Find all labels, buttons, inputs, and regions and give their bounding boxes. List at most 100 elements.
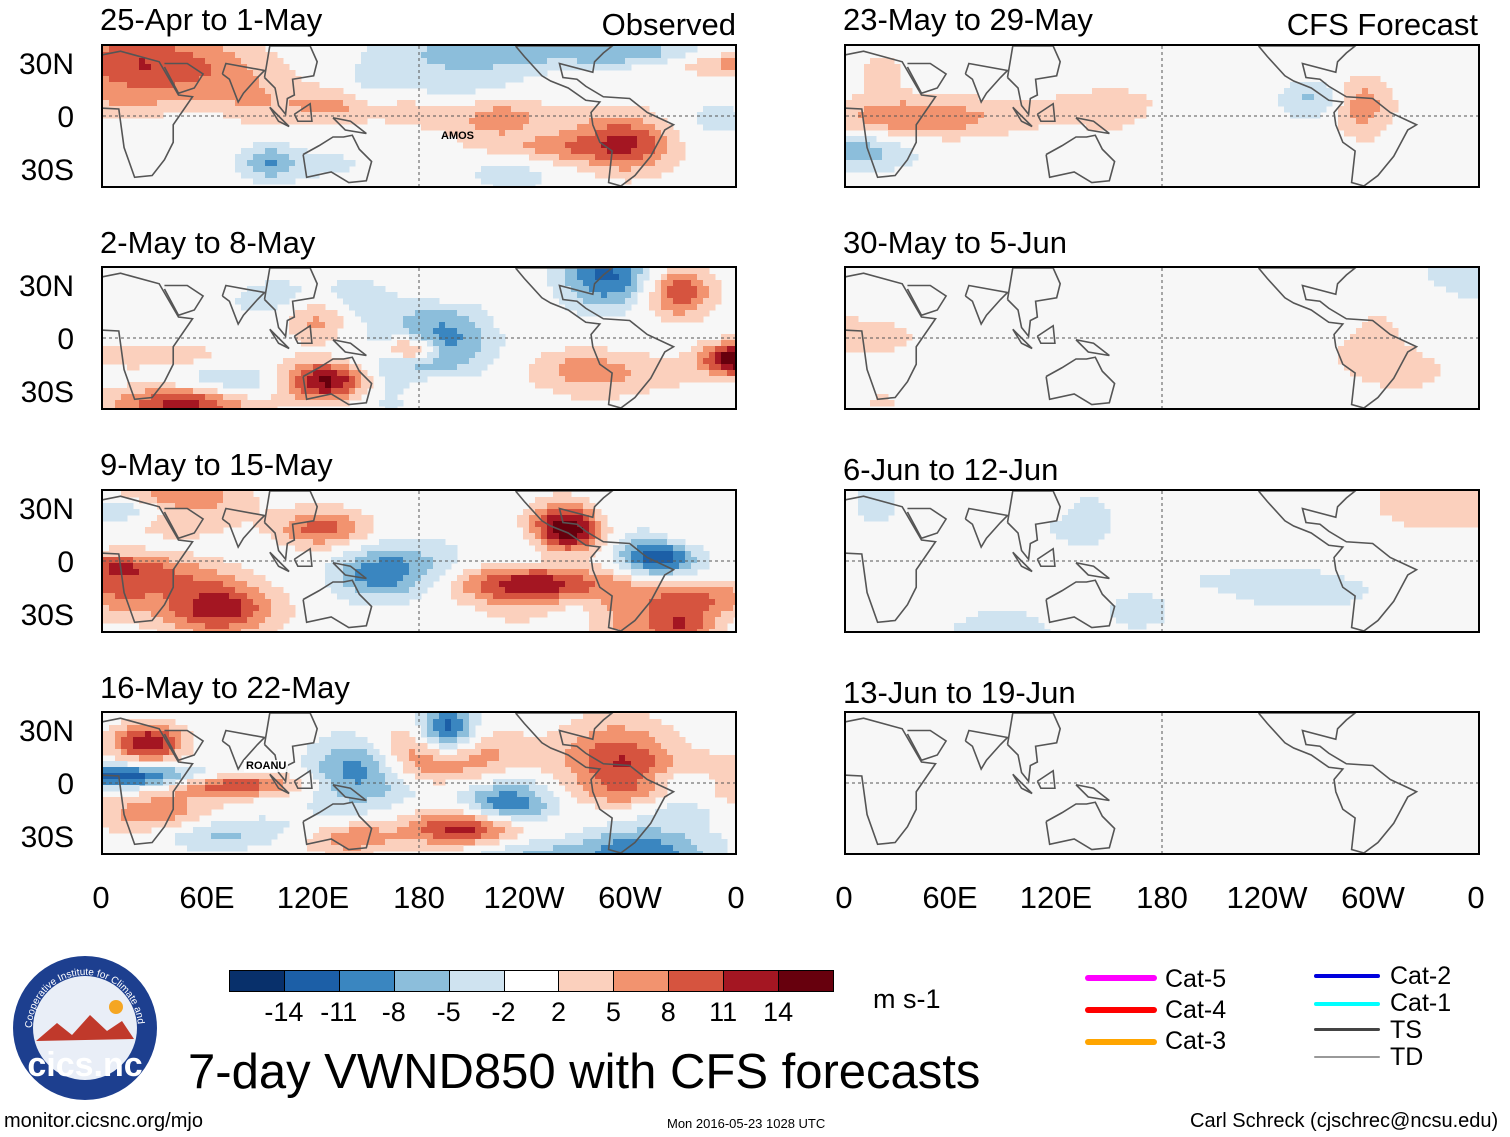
field-cell	[547, 749, 554, 756]
field-cell	[595, 298, 602, 305]
field-cell	[619, 136, 626, 143]
field-cell	[253, 382, 260, 389]
field-cell	[223, 791, 230, 798]
field-cell	[385, 106, 392, 113]
field-cell	[553, 557, 560, 564]
field-cell	[205, 779, 212, 786]
field-cell	[697, 274, 704, 281]
field-cell	[589, 106, 596, 113]
field-cell	[265, 779, 272, 786]
field-cell	[145, 112, 152, 119]
field-cell	[349, 755, 356, 762]
field-cell	[619, 587, 626, 594]
field-cell	[259, 46, 266, 53]
field-cell	[685, 316, 692, 323]
field-cell	[565, 118, 572, 125]
field-cell	[199, 491, 206, 498]
field-cell	[457, 328, 464, 335]
field-cell	[505, 130, 512, 137]
field-cell	[157, 503, 164, 510]
field-cell	[367, 557, 374, 564]
field-cell	[673, 557, 680, 564]
field-cell	[619, 791, 626, 798]
field-cell	[403, 382, 410, 389]
field-cell	[211, 617, 218, 624]
field-cell	[151, 352, 158, 359]
field-cell	[205, 76, 212, 83]
field-cell	[187, 106, 194, 113]
field-cell	[649, 124, 656, 131]
field-cell	[199, 82, 206, 89]
field-cell	[541, 605, 548, 612]
field-cell	[649, 743, 656, 750]
field-cell	[487, 70, 494, 77]
field-cell	[235, 400, 242, 407]
field-cell	[265, 76, 272, 83]
field-cell	[139, 88, 146, 95]
field-cell	[607, 575, 614, 582]
field-cell	[175, 58, 182, 65]
field-cell	[589, 509, 596, 516]
field-cell	[469, 64, 476, 71]
field-cell	[121, 551, 128, 558]
field-cell	[205, 587, 212, 594]
field-cell	[733, 785, 735, 792]
field-cell	[229, 94, 236, 101]
field-cell	[343, 280, 350, 287]
field-cell	[589, 310, 596, 317]
field-cell	[733, 779, 735, 786]
field-cell	[235, 569, 242, 576]
field-cell	[589, 545, 596, 552]
field-cell	[325, 779, 332, 786]
field-cell	[541, 106, 548, 113]
field-cell	[247, 154, 254, 161]
field-cell	[115, 100, 122, 107]
field-cell	[163, 797, 170, 804]
field-cell	[283, 82, 290, 89]
field-cell	[307, 112, 314, 119]
field-cell	[667, 587, 674, 594]
field-cell	[601, 725, 608, 732]
field-cell	[301, 172, 308, 179]
field-cell	[193, 605, 200, 612]
field-cell	[337, 791, 344, 798]
field-cell	[271, 52, 278, 59]
field-cell	[529, 539, 536, 546]
field-cell	[379, 328, 386, 335]
field-cell	[535, 581, 542, 588]
field-cell	[181, 52, 188, 59]
field-cell	[433, 118, 440, 125]
field-cell	[529, 46, 536, 53]
field-cell	[481, 791, 488, 798]
field-cell	[217, 575, 224, 582]
field-cell	[607, 310, 614, 317]
field-cell	[193, 497, 200, 504]
field-cell	[541, 136, 548, 143]
field-cell	[655, 785, 662, 792]
field-cell	[157, 743, 164, 750]
field-cell	[577, 394, 584, 401]
field-cell	[241, 370, 248, 377]
field-cell	[529, 785, 536, 792]
field-cell	[607, 298, 614, 305]
field-cell	[133, 106, 140, 113]
field-cell	[115, 599, 122, 606]
field-cell	[433, 64, 440, 71]
field-cell	[679, 569, 686, 576]
field-cell	[595, 166, 602, 173]
field-cell	[265, 400, 272, 407]
field-cell	[715, 280, 722, 287]
field-cell	[637, 743, 644, 750]
field-cell	[127, 773, 134, 780]
field-cell	[643, 557, 650, 564]
field-cell	[529, 130, 536, 137]
field-cell	[661, 773, 668, 780]
field-cell	[547, 599, 554, 606]
field-cell	[523, 779, 530, 786]
field-cell	[631, 713, 638, 720]
field-cell	[643, 605, 650, 612]
field-cell	[403, 358, 410, 365]
field-cell	[385, 376, 392, 383]
field-cell	[187, 629, 194, 631]
field-cell	[391, 52, 398, 59]
